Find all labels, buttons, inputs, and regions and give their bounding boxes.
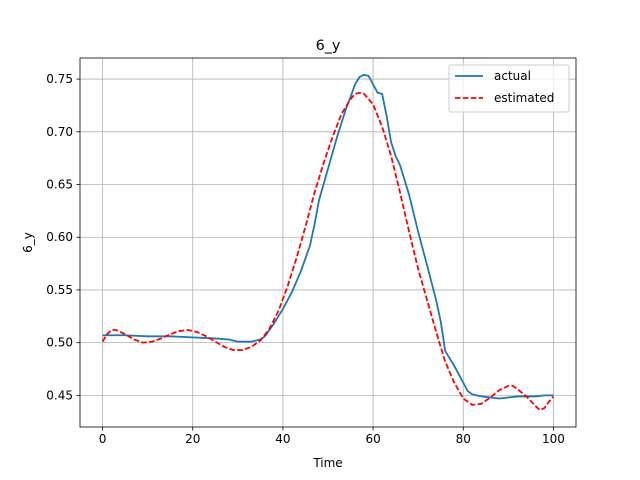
legend: actual estimated bbox=[448, 64, 570, 113]
y-tick-label: 0.60 bbox=[46, 230, 73, 244]
y-tick-label: 0.45 bbox=[46, 388, 73, 402]
x-axis-ticks: 0 20 40 60 80 100 bbox=[99, 427, 565, 446]
y-axis-label: 6_y bbox=[21, 232, 35, 253]
x-tick-label: 40 bbox=[275, 432, 290, 446]
x-tick-label: 60 bbox=[365, 432, 380, 446]
grid bbox=[80, 58, 576, 427]
x-axis-label: Time bbox=[312, 456, 342, 470]
y-tick-label: 0.70 bbox=[46, 125, 73, 139]
y-tick-label: 0.55 bbox=[46, 283, 73, 297]
x-tick-label: 80 bbox=[456, 432, 471, 446]
chart-title: 6_y bbox=[316, 38, 341, 54]
plot-area bbox=[80, 58, 576, 427]
x-tick-label: 20 bbox=[185, 432, 200, 446]
y-tick-label: 0.50 bbox=[46, 336, 73, 350]
x-tick-label: 100 bbox=[542, 432, 565, 446]
y-axis-ticks: 0.45 0.50 0.55 0.60 0.65 0.70 0.75 bbox=[46, 72, 80, 402]
legend-label-actual: actual bbox=[494, 69, 531, 83]
y-tick-label: 0.65 bbox=[46, 178, 73, 192]
series-line-actual bbox=[102, 73, 554, 400]
x-tick-label: 0 bbox=[99, 432, 107, 446]
legend-label-estimated: estimated bbox=[494, 91, 554, 105]
plot-frame bbox=[79, 57, 577, 428]
series-line-estimated bbox=[101, 91, 555, 412]
series-layer bbox=[101, 73, 555, 412]
y-tick-label: 0.75 bbox=[46, 72, 73, 86]
